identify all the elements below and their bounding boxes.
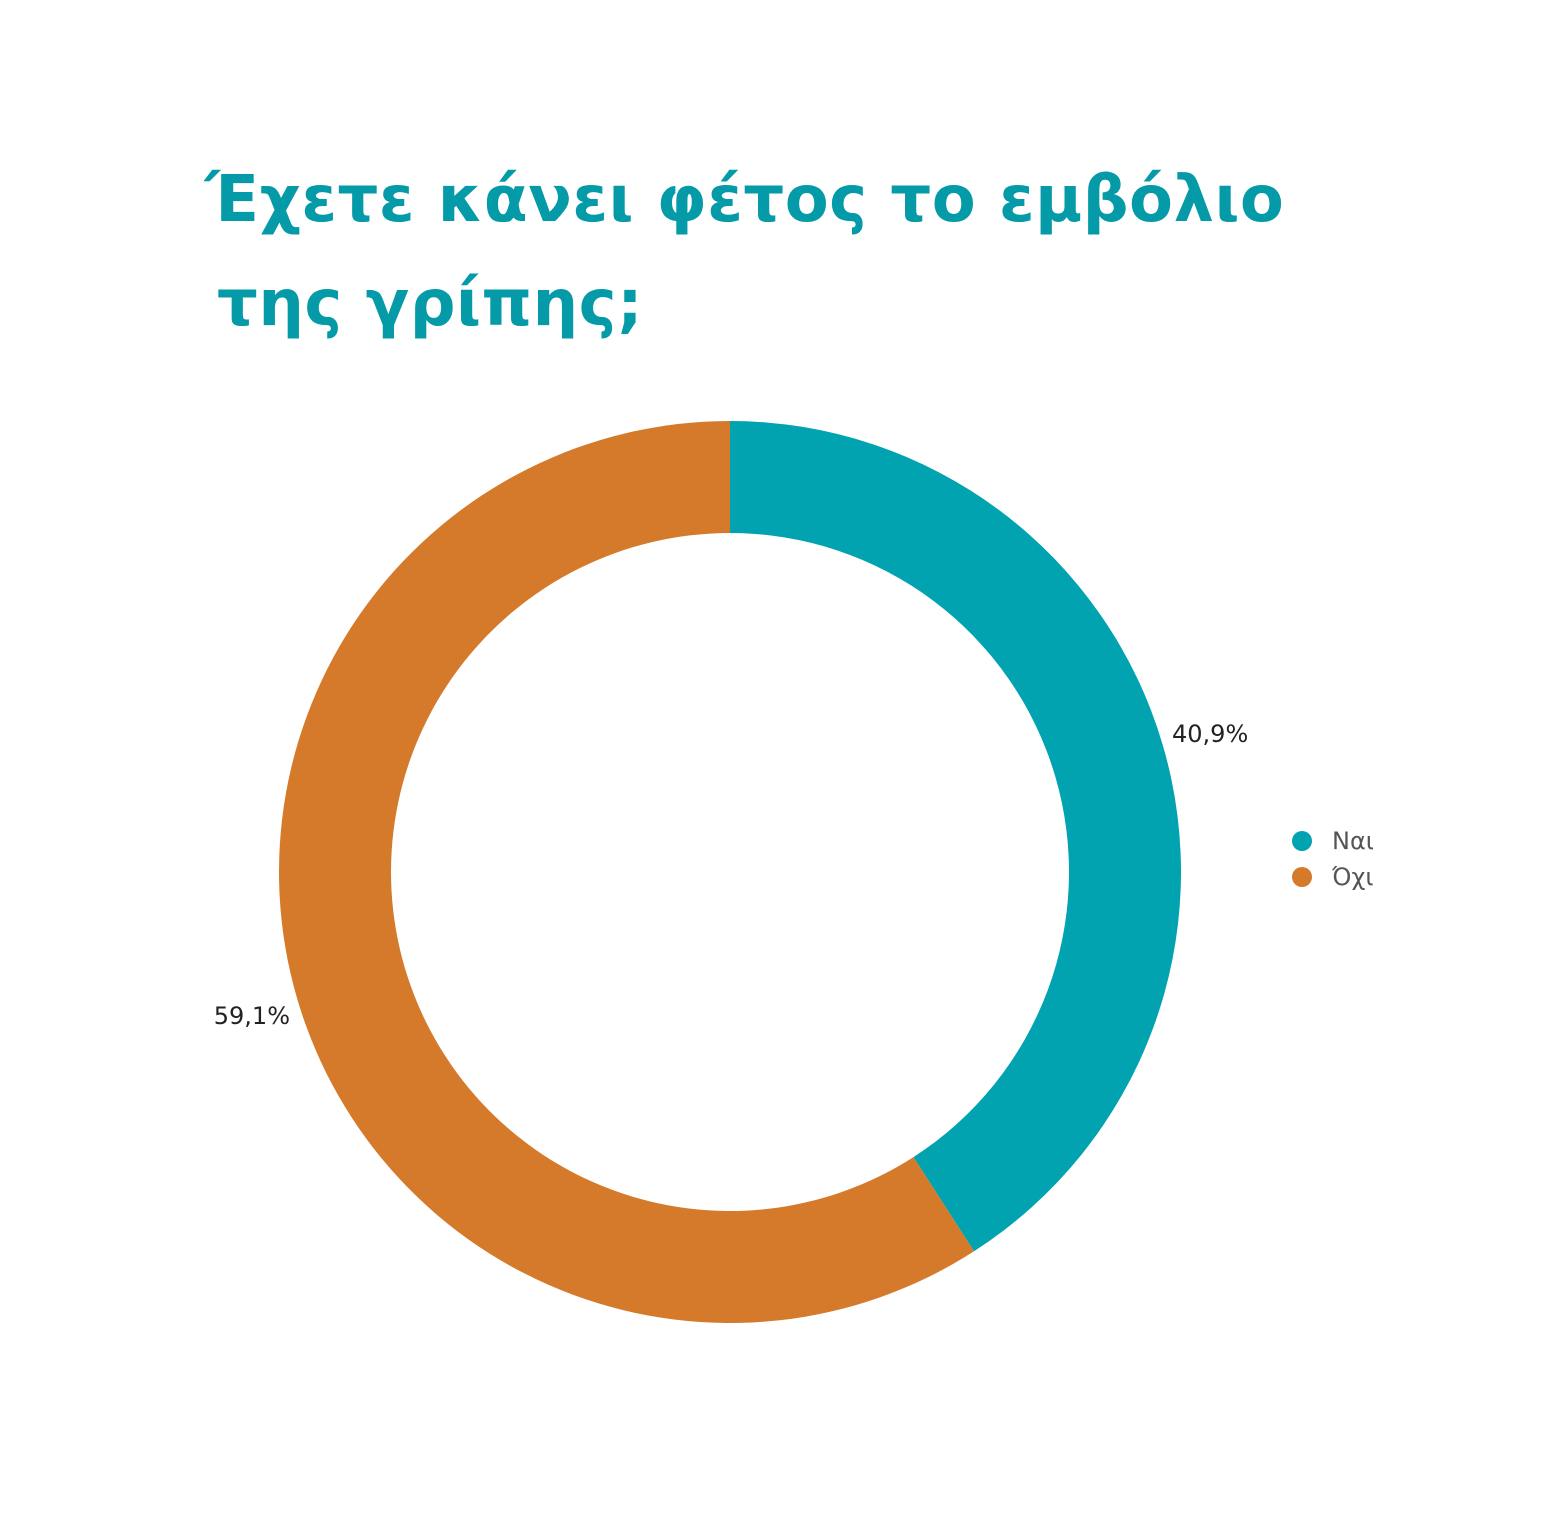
legend-marker-ochi: [1292, 867, 1312, 887]
legend-label-nai: Ναι: [1332, 827, 1374, 855]
chart-title-line-1: Έχετε κάνει φέτος το εμβόλιο: [205, 163, 1285, 237]
donut-slice-nai: [730, 421, 1181, 1252]
legend-marker-nai: [1292, 831, 1312, 851]
data-label-nai: 40,9%: [1172, 720, 1248, 748]
data-label-ochi: 59,1%: [214, 1002, 290, 1030]
legend-label-ochi: Όχι: [1331, 863, 1373, 891]
chart-title-line-2: της γρίπης;: [217, 267, 644, 341]
donut-slice-ochi: [278, 421, 975, 1324]
chart-title: Έχετε κάνει φέτος το εμβόλιο της γρίπης;: [205, 148, 1305, 356]
